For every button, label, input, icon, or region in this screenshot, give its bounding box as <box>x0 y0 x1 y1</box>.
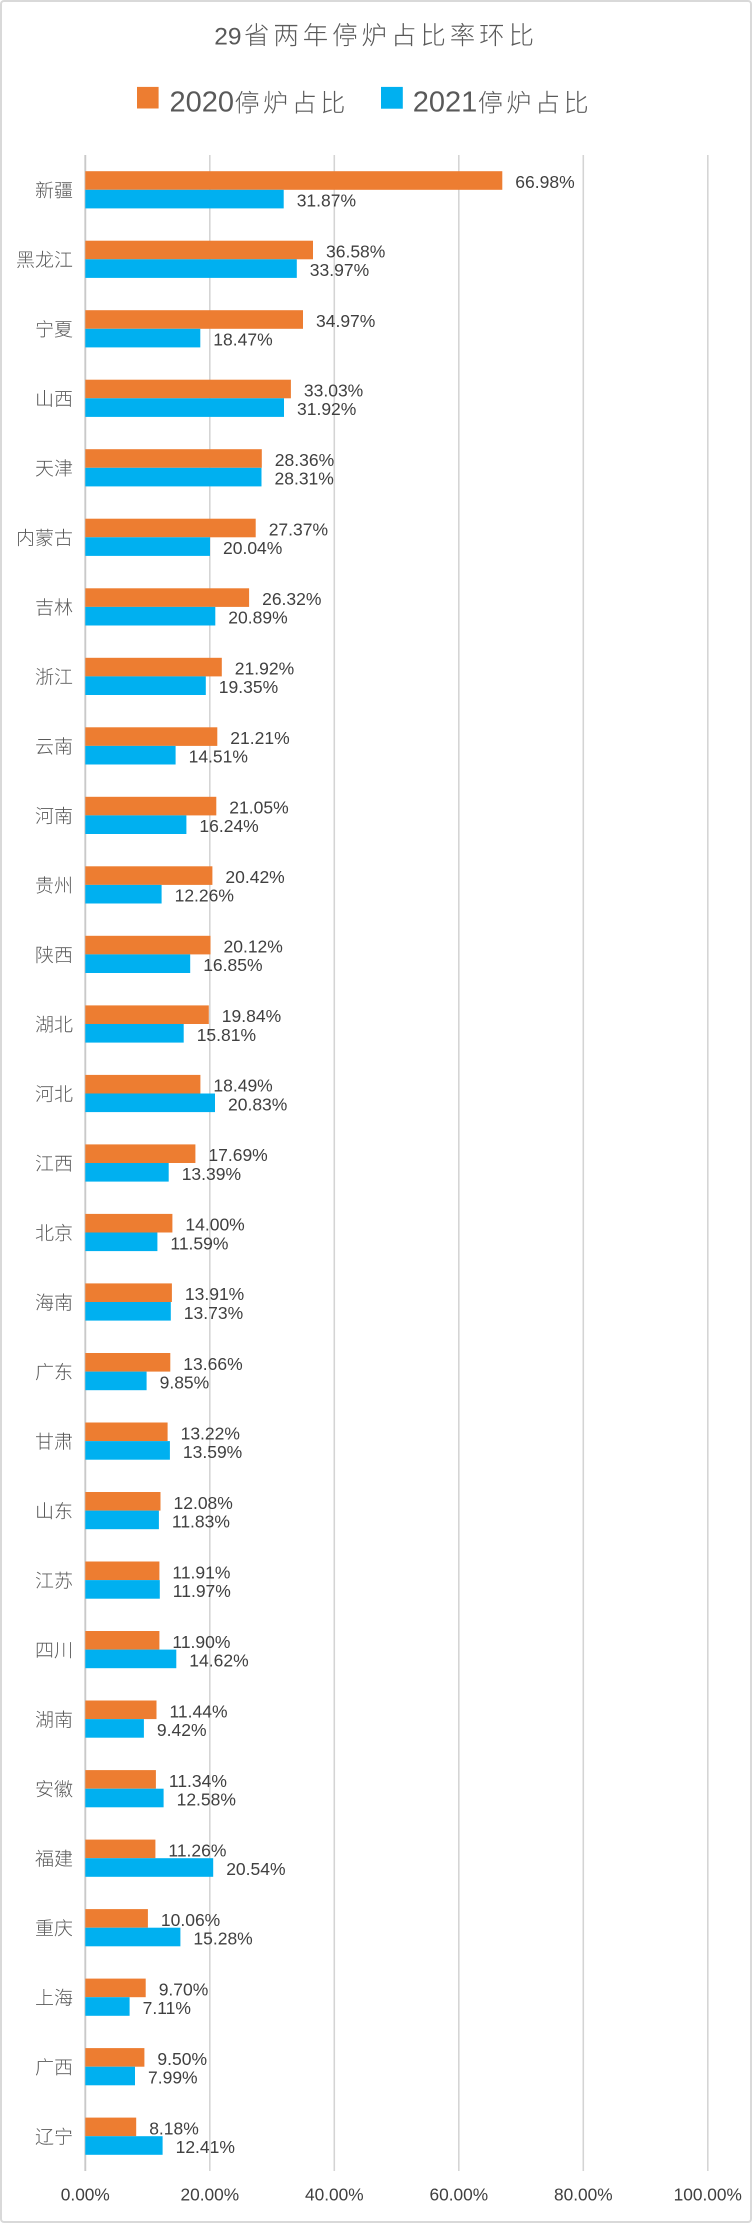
svg-text:66.98%: 66.98% <box>515 172 574 192</box>
svg-text:9.42%: 9.42% <box>157 1720 207 1740</box>
svg-text:20.12%: 20.12% <box>224 937 283 957</box>
svg-text:21.05%: 21.05% <box>229 798 288 818</box>
svg-text:15.28%: 15.28% <box>193 1929 252 1949</box>
svg-text:31.92%: 31.92% <box>297 399 356 419</box>
svg-text:11.59%: 11.59% <box>170 1233 228 1253</box>
svg-text:9.50%: 9.50% <box>157 2049 207 2069</box>
svg-text:9.70%: 9.70% <box>159 1979 209 1999</box>
svg-text:10.06%: 10.06% <box>161 1910 220 1930</box>
svg-text:13.73%: 13.73% <box>184 1303 243 1323</box>
svg-text:8.18%: 8.18% <box>149 2118 199 2138</box>
svg-text:11.34%: 11.34% <box>169 1771 227 1791</box>
svg-text:7.99%: 7.99% <box>148 2068 198 2088</box>
svg-text:13.66%: 13.66% <box>183 1354 242 1374</box>
svg-text:13.22%: 13.22% <box>181 1423 240 1443</box>
svg-text:34.97%: 34.97% <box>316 311 375 331</box>
svg-text:13.59%: 13.59% <box>183 1442 242 1462</box>
svg-text:11.90%: 11.90% <box>172 1632 230 1652</box>
svg-text:20.83%: 20.83% <box>228 1094 287 1114</box>
svg-text:31.87%: 31.87% <box>297 191 356 211</box>
svg-text:21.21%: 21.21% <box>230 728 289 748</box>
svg-text:26.32%: 26.32% <box>262 589 321 609</box>
svg-text:100.00%: 100.00% <box>674 2185 742 2205</box>
svg-text:13.91%: 13.91% <box>185 1284 244 1304</box>
svg-text:7.11%: 7.11% <box>143 1998 191 2018</box>
svg-text:15.81%: 15.81% <box>197 1025 256 1045</box>
svg-text:12.41%: 12.41% <box>176 2137 235 2157</box>
svg-text:11.97%: 11.97% <box>173 1581 231 1601</box>
svg-text:11.26%: 11.26% <box>168 1840 226 1860</box>
svg-text:21.92%: 21.92% <box>235 659 294 679</box>
svg-text:80.00%: 80.00% <box>554 2185 613 2205</box>
svg-text:14.00%: 14.00% <box>185 1215 244 1235</box>
svg-text:11.83%: 11.83% <box>172 1511 230 1531</box>
svg-text:14.62%: 14.62% <box>189 1650 248 1670</box>
svg-text:12.58%: 12.58% <box>177 1790 236 1810</box>
svg-text:11.91%: 11.91% <box>172 1562 230 1582</box>
svg-text:2020: 2020 <box>170 87 235 119</box>
svg-text:17.69%: 17.69% <box>208 1145 267 1165</box>
svg-text:20.54%: 20.54% <box>226 1859 285 1879</box>
svg-text:2021: 2021 <box>413 87 478 119</box>
svg-text:27.37%: 27.37% <box>269 520 328 540</box>
svg-text:20.04%: 20.04% <box>223 538 282 558</box>
svg-text:9.85%: 9.85% <box>160 1372 210 1392</box>
svg-text:33.03%: 33.03% <box>304 381 363 401</box>
svg-text:18.49%: 18.49% <box>213 1076 272 1096</box>
svg-text:19.84%: 19.84% <box>222 1006 281 1026</box>
svg-text:20.42%: 20.42% <box>225 867 284 887</box>
svg-text:12.26%: 12.26% <box>175 886 234 906</box>
svg-text:13.39%: 13.39% <box>182 1164 241 1184</box>
svg-text:36.58%: 36.58% <box>326 242 385 262</box>
svg-text:33.97%: 33.97% <box>310 260 369 280</box>
svg-text:40.00%: 40.00% <box>305 2185 364 2205</box>
svg-text:11.44%: 11.44% <box>170 1701 228 1721</box>
svg-text:29: 29 <box>214 23 241 50</box>
svg-text:19.35%: 19.35% <box>219 677 278 697</box>
svg-text:60.00%: 60.00% <box>429 2185 488 2205</box>
svg-text:28.31%: 28.31% <box>275 469 334 489</box>
svg-text:16.24%: 16.24% <box>199 816 258 836</box>
svg-text:12.08%: 12.08% <box>174 1493 233 1513</box>
svg-text:28.36%: 28.36% <box>275 450 334 470</box>
svg-text:18.47%: 18.47% <box>213 330 272 350</box>
svg-text:20.89%: 20.89% <box>228 608 287 628</box>
svg-text:0.00%: 0.00% <box>61 2185 110 2205</box>
svg-text:20.00%: 20.00% <box>180 2185 239 2205</box>
svg-text:16.85%: 16.85% <box>203 955 262 975</box>
svg-text:14.51%: 14.51% <box>189 747 248 767</box>
